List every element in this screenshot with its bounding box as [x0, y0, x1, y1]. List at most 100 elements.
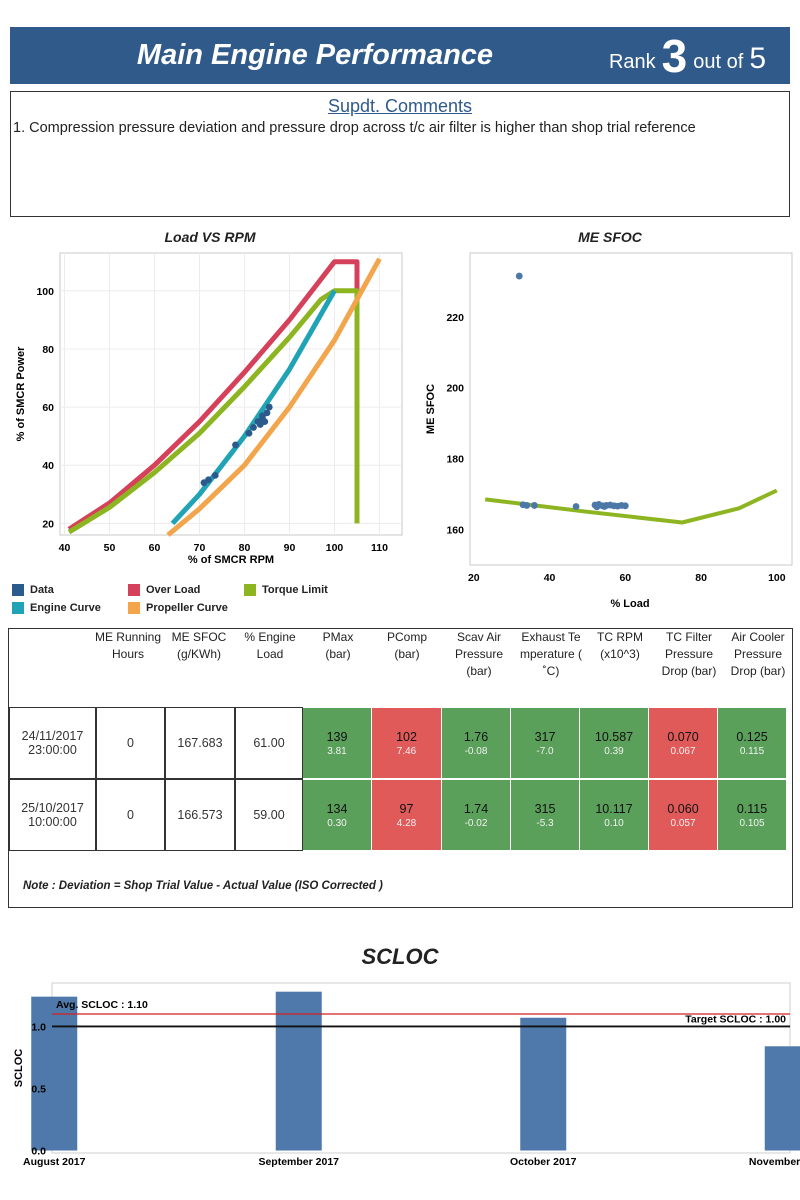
- scloc-x-tick-label: August 2017: [23, 1156, 86, 1168]
- metric-deviation: -0.08: [464, 745, 488, 757]
- sfoc-reference-curve: [484, 488, 778, 525]
- row-datetime-cell: 25/10/2017 10:00:00: [9, 779, 96, 851]
- load-rpm-chart: 40 50 60 70 80 90 100 110 20 40 60 80 100 % of SMCR…: [15, 252, 403, 566]
- sfoc-data-point: [531, 502, 538, 509]
- load-series-over-load: [67, 259, 360, 532]
- metric-value: 317: [534, 729, 556, 744]
- metric-cell: 102 7.46: [372, 708, 441, 778]
- legend-label-propeller-curve: Propeller Curve: [146, 602, 228, 614]
- row-datetime-cell: 24/11/2017 23:00:00: [9, 707, 96, 779]
- scloc-bar: [520, 1017, 567, 1151]
- legend-item-engine-curve: Engine Curve: [12, 602, 101, 614]
- sfoc-data-point: [515, 272, 523, 280]
- header-scav-air: Scav Air Pressure (bar): [454, 630, 504, 678]
- legend-label-engine-curve: Engine Curve: [30, 602, 101, 614]
- rank-of-label: out of: [693, 51, 744, 73]
- load-x-tick-label: 40: [59, 542, 71, 554]
- header-engine-load: % Engine Load: [244, 630, 296, 661]
- load-x-tick-label: 110: [371, 542, 388, 554]
- row-running-hours-cell: 0: [96, 707, 165, 779]
- row-date: 24/11/2017: [21, 729, 84, 743]
- metric-value: 139: [326, 729, 348, 744]
- metric-deviation: -5.3: [536, 817, 554, 829]
- load-data-point: [263, 409, 271, 417]
- metric-cell: 1.76 -0.08: [442, 708, 510, 778]
- legend-swatch-data: [12, 584, 24, 596]
- scloc-average-label: Avg. SCLOC : 1.10: [56, 999, 148, 1011]
- load-series-engine-curve: [170, 289, 337, 526]
- metric-value: 0.125: [736, 729, 768, 744]
- metric-deviation: 0.067: [670, 745, 696, 757]
- legend-swatch-engine-curve: [12, 602, 24, 614]
- scloc-target-label: Target SCLOC : 1.00: [685, 1013, 786, 1025]
- scloc-bar: [764, 1046, 800, 1151]
- scloc-x-tick-label: September 2017: [258, 1156, 339, 1168]
- load-data-point: [250, 424, 257, 431]
- sfoc-y-tick-label: 220: [446, 312, 464, 324]
- sfoc-x-tick-label: 60: [619, 572, 631, 584]
- metric-cell: 0.115 0.105: [718, 780, 786, 850]
- load-x-tick-label: 50: [104, 542, 116, 554]
- load-y-tick-label: 40: [42, 460, 54, 472]
- comments-title: Supdt. Comments: [327, 96, 473, 116]
- metric-cell: 134 0.30: [303, 780, 371, 850]
- load-y-tick-label: 60: [42, 402, 54, 414]
- scloc-y-tick-label: 0.5: [31, 1083, 46, 1095]
- row-running-hours-cell: 0: [96, 779, 165, 851]
- row-load-cell: 59.00: [235, 779, 303, 851]
- load-x-tick-label: 80: [239, 542, 251, 554]
- metric-cell: 1.74 -0.02: [442, 780, 510, 850]
- sfoc-x-tick-label: 20: [468, 572, 480, 584]
- header-pmax: PMax (bar): [322, 630, 354, 661]
- header-tc-rpm: TC RPM (x10^3): [597, 630, 643, 661]
- metric-cell: 0.060 0.057: [649, 780, 717, 850]
- load-data-point: [232, 441, 239, 449]
- legend-swatch-over-load: [128, 584, 140, 596]
- rank-indicator: Rank 3 out of 5: [609, 27, 766, 84]
- legend-swatch-torque-limit: [244, 584, 256, 596]
- metric-deviation: 3.81: [327, 745, 347, 757]
- load-y-tick-label: 80: [42, 344, 54, 356]
- rank-total: 5: [749, 41, 766, 75]
- metric-deviation: 0.115: [739, 745, 765, 757]
- row-time: 23:00:00: [28, 743, 77, 757]
- parameters-table: ME Running Hours ME SFOC (g/KWh) % Engin…: [8, 628, 793, 908]
- load-x-tick-label: 60: [149, 542, 161, 554]
- load-rpm-y-label: % of SMCR Power: [15, 346, 27, 441]
- legend-item-torque-limit: Torque Limit: [244, 584, 328, 596]
- metric-cell: 139 3.81: [303, 708, 371, 778]
- load-x-tick-label: 70: [194, 542, 206, 554]
- header-sfoc: ME SFOC (g/KWh): [171, 630, 227, 661]
- scloc-y-tick-label: 0.0: [31, 1146, 46, 1158]
- metric-cell: 0.070 0.067: [649, 708, 717, 778]
- row-sfoc-cell: 166.573: [165, 779, 235, 851]
- load-x-tick-label: 100: [326, 542, 344, 554]
- metric-deviation: 4.28: [396, 817, 417, 829]
- load-series-propeller-curve: [166, 257, 382, 537]
- legend-swatch-propeller-curve: [128, 602, 140, 614]
- scloc-plot-area: [51, 982, 791, 1154]
- sfoc-data-point: [593, 503, 601, 511]
- row-running-hours: 0: [127, 736, 134, 750]
- scloc-x-tick-label: October 2017: [510, 1156, 577, 1168]
- metric-value: 0.115: [736, 801, 768, 816]
- metric-value: 97: [399, 801, 414, 816]
- load-data-point: [211, 472, 219, 479]
- sfoc-data-point: [601, 503, 608, 510]
- load-y-tick-label: 20: [42, 518, 54, 530]
- header-exhaust-temp: Exhaust Te mperature ( ˚C): [519, 630, 583, 678]
- legend-item-propeller-curve: Propeller Curve: [128, 602, 228, 614]
- sfoc-plot-area: [469, 252, 793, 566]
- sfoc-x-label: % Load: [610, 598, 649, 610]
- sfoc-data-point: [621, 502, 629, 510]
- row-load-cell: 61.00: [235, 707, 303, 779]
- scloc-x-tick-label: November 2017: [749, 1156, 800, 1168]
- legend-label-data: Data: [30, 584, 54, 596]
- metric-value: 1.76: [463, 729, 489, 744]
- metric-value: 134: [326, 801, 348, 816]
- row-engine-load: 59.00: [253, 808, 285, 822]
- legend-item-data: Data: [12, 584, 54, 596]
- sfoc-chart-title: ME SFOC: [578, 229, 642, 245]
- sfoc-data-point: [572, 503, 580, 510]
- metric-deviation: 7.46: [396, 745, 417, 757]
